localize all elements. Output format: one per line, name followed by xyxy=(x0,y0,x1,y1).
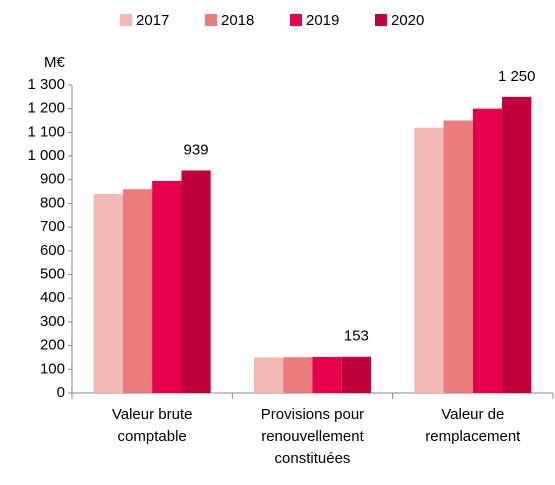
y-tick-label: 700 xyxy=(40,218,65,235)
y-tick-label: 100 xyxy=(40,360,65,377)
y-tick-label: 1 300 xyxy=(27,76,65,93)
legend-swatch xyxy=(290,14,302,26)
bar xyxy=(414,127,444,394)
y-tick-label: 1 000 xyxy=(27,147,65,164)
bar xyxy=(472,108,503,393)
value-label: 1 250 xyxy=(498,68,536,85)
y-tick-label: 800 xyxy=(40,194,65,211)
value-label: 939 xyxy=(184,141,209,158)
bar xyxy=(93,193,123,393)
legend-swatch xyxy=(120,14,132,26)
y-tick-label: 600 xyxy=(40,242,65,259)
y-tick-label: 300 xyxy=(40,313,65,330)
legend-label: 2019 xyxy=(306,12,339,29)
y-tick-label: 500 xyxy=(40,266,65,283)
bar xyxy=(122,189,153,393)
legend-swatch xyxy=(205,14,217,26)
bar xyxy=(152,180,182,393)
bar xyxy=(253,357,284,393)
x-tick-label: Provisions pour renouvellement constituées xyxy=(261,406,365,467)
legend-label: 2017 xyxy=(136,12,169,29)
bar xyxy=(181,170,211,393)
bar xyxy=(312,356,342,393)
y-tick-label: 900 xyxy=(40,171,65,188)
legend-label: 2020 xyxy=(391,12,424,29)
y-tick-label: 200 xyxy=(40,337,65,354)
bar xyxy=(283,357,313,393)
value-label: 153 xyxy=(344,328,369,345)
y-tick-label: 0 xyxy=(57,384,65,401)
x-tick-label: Valeur brute comptable xyxy=(112,406,193,445)
legend-label: 2018 xyxy=(221,12,254,29)
y-tick-label: 400 xyxy=(40,289,65,306)
legend-swatch xyxy=(375,14,387,26)
bar xyxy=(443,120,473,394)
x-tick-label: Valeur de remplacement xyxy=(425,406,521,445)
bar xyxy=(502,96,532,393)
bar xyxy=(341,356,372,393)
y-tick-label: 1 100 xyxy=(27,123,65,140)
y-tick-label: 1 200 xyxy=(27,100,65,117)
y-unit: M€ xyxy=(44,54,65,71)
